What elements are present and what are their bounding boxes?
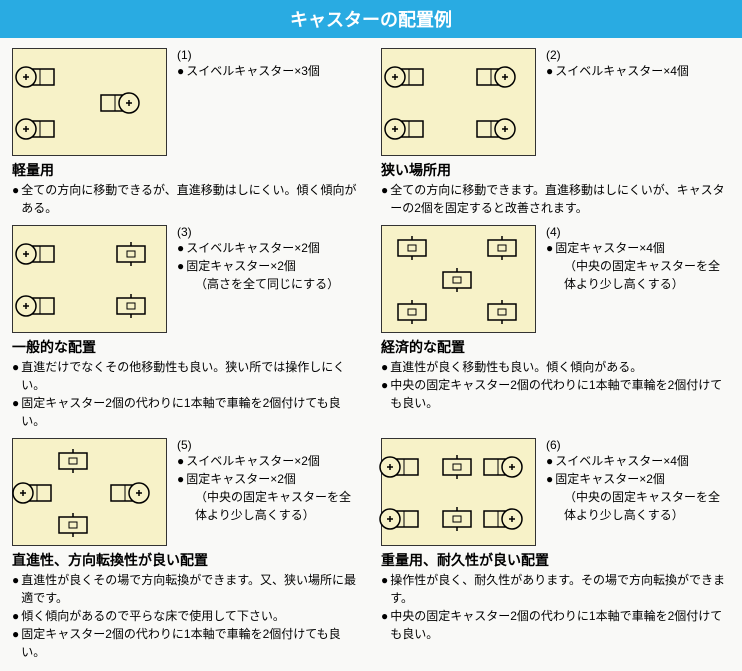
swivel-caster-icon: [378, 455, 422, 479]
swivel-caster-icon: [383, 65, 427, 89]
caster-diagram: [381, 438, 536, 546]
caster-diagram: [12, 48, 167, 156]
desc-item: 全ての方向に移動できるが、直進移動はしにくい。傾く傾向がある。: [12, 181, 361, 217]
desc-item: 中央の固定キャスター2個の代わりに1本軸で車輪を2個付けても良い。: [381, 607, 730, 643]
desc-item: 直進性が良く移動性も良い。傾く傾向がある。: [381, 358, 730, 376]
desc-item: 固定キャスター2個の代わりに1本軸で車輪を2個付けても良い。: [12, 625, 361, 661]
example-heading: 軽量用: [12, 160, 361, 180]
example-cell: (1)スイベルキャスター×3個軽量用全ての方向に移動できるが、直進移動はしにくい…: [12, 48, 361, 217]
swivel-caster-icon: [14, 117, 58, 141]
fixed-caster-icon: [441, 506, 473, 532]
caster-diagram: [12, 438, 167, 546]
spec-item: 固定キャスター×2個: [177, 470, 361, 488]
fixed-caster-icon: [115, 241, 147, 267]
swivel-caster-icon: [14, 65, 58, 89]
fixed-caster-icon: [486, 235, 518, 261]
swivel-caster-icon: [475, 117, 519, 141]
spec-item: （高さを全て同じにする）: [177, 275, 339, 293]
example-number: (2): [546, 48, 689, 62]
spec-item: 固定キャスター×2個: [177, 257, 339, 275]
swivel-caster-icon: [482, 455, 526, 479]
desc-item: 固定キャスター2個の代わりに1本軸で車輪を2個付けても良い。: [12, 394, 361, 430]
swivel-caster-icon: [109, 481, 153, 505]
example-number: (6): [546, 438, 730, 452]
fixed-caster-icon: [441, 267, 473, 293]
desc-item: 中央の固定キャスター2個の代わりに1本軸で車輪を2個付けても良い。: [381, 376, 730, 412]
spec-item: スイベルキャスター×4個: [546, 62, 689, 80]
example-heading: 一般的な配置: [12, 337, 361, 357]
example-number: (4): [546, 225, 730, 239]
fixed-caster-icon: [486, 299, 518, 325]
desc-item: 傾く傾向があるので平らな床で使用して下さい。: [12, 607, 361, 625]
example-heading: 経済的な配置: [381, 337, 730, 357]
page-title: キャスターの配置例: [0, 0, 742, 38]
caster-diagram: [381, 48, 536, 156]
example-cell: (6)スイベルキャスター×4個固定キャスター×2個（中央の固定キャスターを全体よ…: [381, 438, 730, 661]
spec-item: 固定キャスター×4個: [546, 239, 730, 257]
example-cell: (5)スイベルキャスター×2個固定キャスター×2個（中央の固定キャスターを全体よ…: [12, 438, 361, 661]
fixed-caster-icon: [115, 293, 147, 319]
caster-diagram: [381, 225, 536, 333]
desc-list: 直進性が良くその場で方向転換ができます。又、狭い場所に最適です。傾く傾向があるの…: [12, 571, 361, 661]
spec-item: スイベルキャスター×2個: [177, 239, 339, 257]
spec-item: 固定キャスター×2個: [546, 470, 730, 488]
fixed-caster-icon: [57, 448, 89, 474]
desc-list: 全ての方向に移動できます。直進移動はしにくいが、キャスターの2個を固定すると改善…: [381, 181, 730, 217]
spec-block: (5)スイベルキャスター×2個固定キャスター×2個（中央の固定キャスターを全体よ…: [177, 438, 361, 546]
spec-block: (4)固定キャスター×4個（中央の固定キャスターを全体より少し高くする）: [546, 225, 730, 333]
spec-block: (3)スイベルキャスター×2個固定キャスター×2個（高さを全て同じにする）: [177, 225, 339, 333]
swivel-caster-icon: [482, 507, 526, 531]
spec-item: スイベルキャスター×3個: [177, 62, 320, 80]
spec-item: （中央の固定キャスターを全体より少し高くする）: [177, 488, 361, 524]
swivel-caster-icon: [378, 507, 422, 531]
fixed-caster-icon: [57, 512, 89, 538]
desc-item: 全ての方向に移動できます。直進移動はしにくいが、キャスターの2個を固定すると改善…: [381, 181, 730, 217]
example-cell: (4)固定キャスター×4個（中央の固定キャスターを全体より少し高くする） 経済的な…: [381, 225, 730, 430]
swivel-caster-icon: [11, 481, 55, 505]
example-heading: 狭い場所用: [381, 160, 730, 180]
swivel-caster-icon: [14, 294, 58, 318]
fixed-caster-icon: [396, 235, 428, 261]
spec-block: (2)スイベルキャスター×4個: [546, 48, 689, 156]
example-number: (1): [177, 48, 320, 62]
example-cell: (3)スイベルキャスター×2個固定キャスター×2個（高さを全て同じにする） 一般的…: [12, 225, 361, 430]
example-number: (3): [177, 225, 339, 239]
example-heading: 直進性、方向転換性が良い配置: [12, 550, 361, 570]
page-container: キャスターの配置例 (1)スイベルキャスター×3個軽量用全ての方向に移動できるが…: [0, 0, 742, 671]
spec-block: (1)スイベルキャスター×3個: [177, 48, 320, 156]
example-heading: 重量用、耐久性が良い配置: [381, 550, 730, 570]
swivel-caster-icon: [475, 65, 519, 89]
swivel-caster-icon: [99, 91, 143, 115]
spec-block: (6)スイベルキャスター×4個固定キャスター×2個（中央の固定キャスターを全体よ…: [546, 438, 730, 546]
caster-diagram: [12, 225, 167, 333]
example-cell: (2)スイベルキャスター×4個狭い場所用全ての方向に移動できます。直進移動はしに…: [381, 48, 730, 217]
desc-item: 直進だけでなくその他移動性も良い。狭い所では操作しにくい。: [12, 358, 361, 394]
fixed-caster-icon: [441, 454, 473, 480]
desc-list: 全ての方向に移動できるが、直進移動はしにくい。傾く傾向がある。: [12, 181, 361, 217]
spec-item: （中央の固定キャスターを全体より少し高くする）: [546, 257, 730, 293]
swivel-caster-icon: [14, 242, 58, 266]
spec-item: スイベルキャスター×2個: [177, 452, 361, 470]
spec-item: スイベルキャスター×4個: [546, 452, 730, 470]
fixed-caster-icon: [396, 299, 428, 325]
desc-list: 直進だけでなくその他移動性も良い。狭い所では操作しにくい。固定キャスター2個の代…: [12, 358, 361, 430]
desc-list: 操作性が良く、耐久性があります。その場で方向転換ができます。中央の固定キャスター…: [381, 571, 730, 643]
swivel-caster-icon: [383, 117, 427, 141]
desc-list: 直進性が良く移動性も良い。傾く傾向がある。中央の固定キャスター2個の代わりに1本…: [381, 358, 730, 412]
desc-item: 直進性が良くその場で方向転換ができます。又、狭い場所に最適です。: [12, 571, 361, 607]
examples-grid: (1)スイベルキャスター×3個軽量用全ての方向に移動できるが、直進移動はしにくい…: [0, 38, 742, 671]
example-number: (5): [177, 438, 361, 452]
spec-item: （中央の固定キャスターを全体より少し高くする）: [546, 488, 730, 524]
desc-item: 操作性が良く、耐久性があります。その場で方向転換ができます。: [381, 571, 730, 607]
